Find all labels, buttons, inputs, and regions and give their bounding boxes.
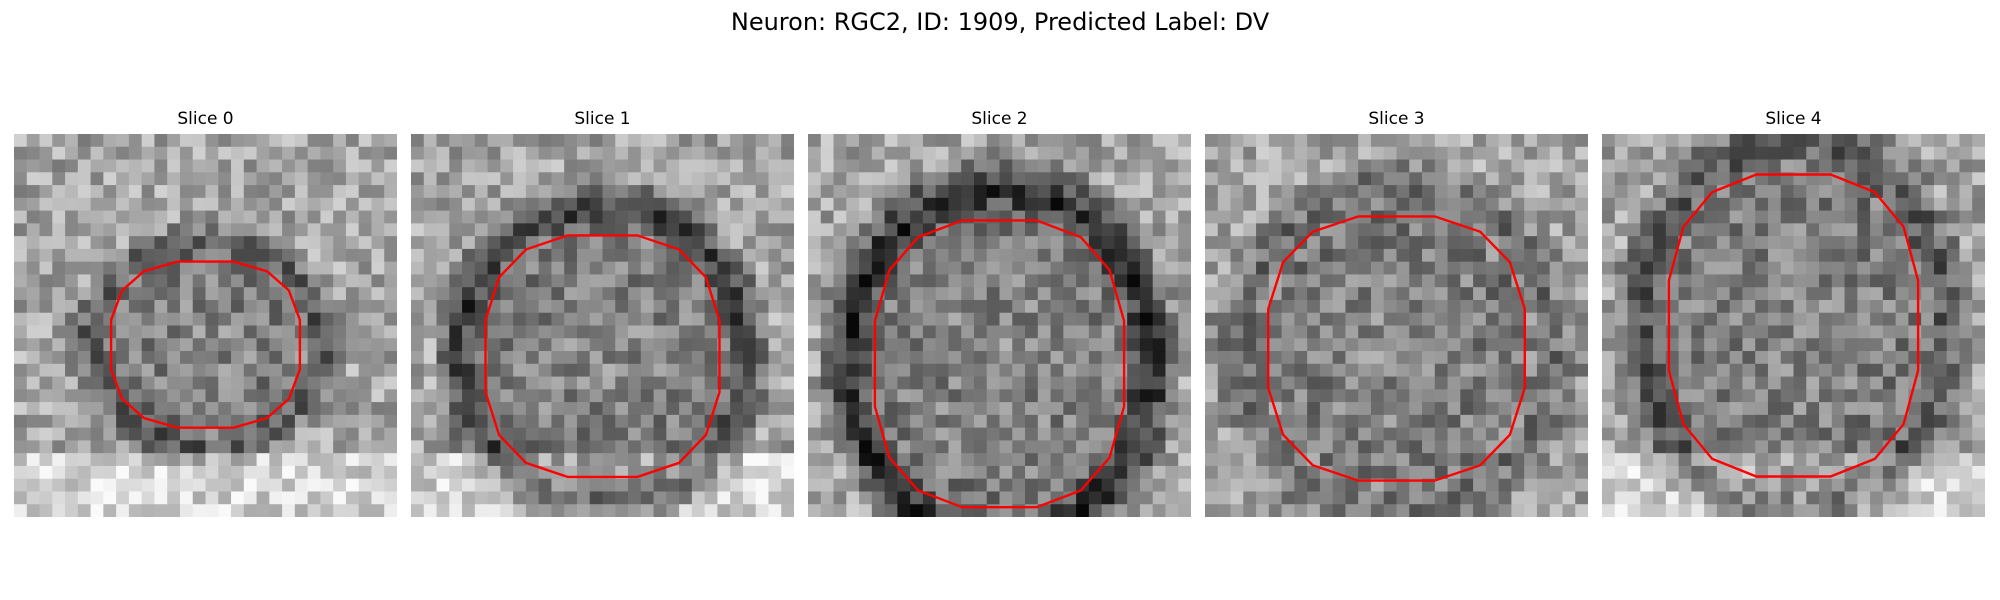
slice-image bbox=[808, 134, 1191, 517]
figure-title: Neuron: RGC2, ID: 1909, Predicted Label:… bbox=[730, 8, 1270, 36]
cell-contour bbox=[873, 219, 1126, 509]
pixel-grid bbox=[1602, 134, 1985, 517]
slice-image bbox=[411, 134, 794, 517]
slice-image bbox=[1205, 134, 1588, 517]
cell-contour bbox=[1267, 215, 1526, 482]
slice-title: Slice 3 bbox=[1368, 109, 1425, 129]
slice-title: Slice 2 bbox=[971, 109, 1028, 129]
slice-title: Slice 1 bbox=[574, 109, 631, 129]
slice-image bbox=[14, 134, 397, 517]
pixel-grid bbox=[808, 134, 1191, 517]
slice-title: Slice 4 bbox=[1765, 109, 1822, 129]
pixel-grid bbox=[14, 134, 397, 517]
cell-contour bbox=[109, 260, 302, 429]
slice-image bbox=[1602, 134, 1985, 517]
pixel-grid bbox=[1205, 134, 1588, 517]
cell-contour bbox=[1667, 173, 1920, 478]
pixel-grid bbox=[411, 134, 794, 517]
slice-title: Slice 0 bbox=[177, 109, 234, 129]
cell-contour bbox=[484, 234, 721, 479]
